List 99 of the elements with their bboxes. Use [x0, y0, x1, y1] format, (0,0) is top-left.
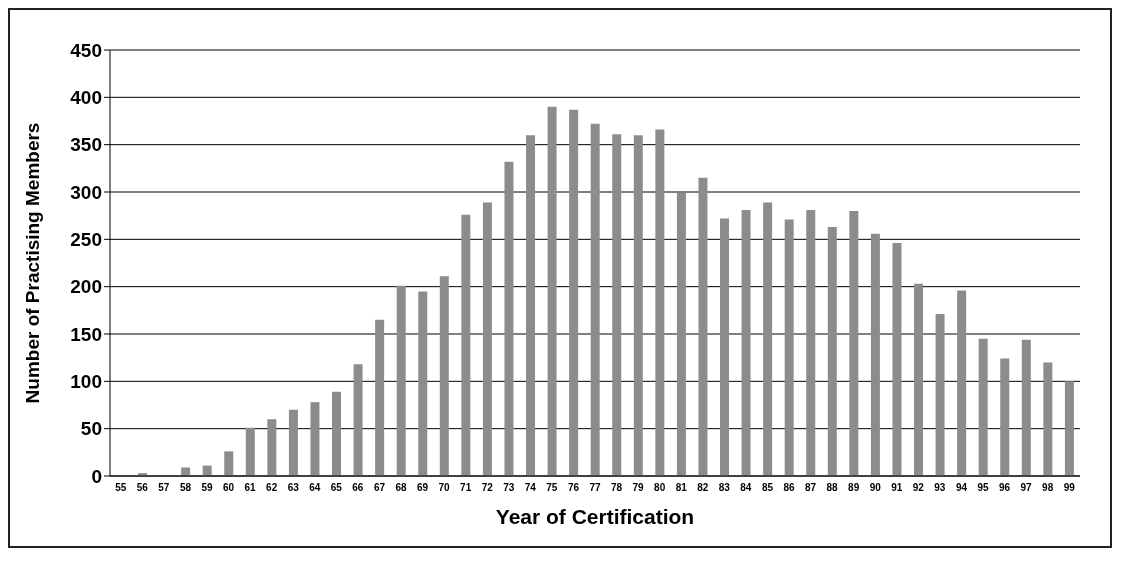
bar: [547, 106, 557, 476]
bar: [288, 409, 298, 476]
x-tick-label: 78: [610, 482, 623, 494]
bar: [957, 290, 967, 476]
bar: [569, 109, 579, 476]
x-tick-label: 63: [287, 482, 300, 494]
x-tick-label: 91: [891, 482, 903, 494]
x-tick-label: 79: [632, 482, 645, 494]
x-tick-label: 66: [352, 482, 364, 494]
y-tick-label: 100: [70, 371, 102, 393]
x-tick-label: 55: [115, 482, 127, 494]
x-tick-label: 67: [373, 482, 386, 494]
bar: [1043, 362, 1053, 476]
bar: [396, 285, 406, 476]
y-axis-title: Number of Practising Members: [21, 122, 43, 404]
x-tick-label: 77: [589, 482, 601, 494]
y-tick-label: 450: [70, 39, 102, 61]
x-tick-label: 97: [1020, 482, 1033, 494]
x-tick-label: 93: [934, 482, 946, 494]
bar: [806, 209, 816, 476]
x-tick-label: 57: [158, 482, 170, 494]
x-tick-label: 74: [524, 482, 537, 494]
bar: [181, 467, 191, 476]
x-tick-label: 64: [309, 482, 321, 494]
bar: [526, 135, 536, 476]
x-tick-label: 60: [222, 482, 235, 494]
bar: [698, 177, 708, 476]
x-tick-label: 76: [567, 482, 580, 494]
bar: [720, 218, 730, 476]
y-tick-label: 250: [70, 229, 102, 251]
x-tick-label: 87: [804, 482, 817, 494]
bar: [224, 451, 234, 476]
bar: [612, 134, 622, 476]
bar: [461, 214, 471, 476]
x-axis-title: Year of Certification: [495, 505, 695, 528]
x-tick-label: 90: [869, 482, 882, 494]
x-tick-label: 88: [826, 482, 839, 494]
bar: [676, 192, 686, 476]
bar: [590, 123, 600, 476]
x-tick-label: 72: [481, 482, 494, 494]
x-tick-label: 56: [136, 482, 149, 494]
y-tick-label: 150: [70, 323, 102, 345]
x-tick-label: 68: [395, 482, 407, 494]
bar: [827, 227, 837, 476]
bar: [741, 209, 751, 476]
x-tick-label: 98: [1042, 482, 1054, 494]
x-tick-label: 85: [761, 482, 774, 494]
bar: [267, 419, 277, 476]
x-tick-label: 70: [438, 482, 451, 494]
bar: [504, 161, 514, 476]
bar: [353, 364, 363, 476]
bar: [439, 276, 449, 476]
bar: [1021, 339, 1031, 476]
x-tick-label: 75: [546, 482, 558, 494]
bar: [332, 391, 342, 476]
bar: [310, 402, 320, 476]
y-tick-label: 200: [70, 276, 102, 298]
bar: [870, 233, 880, 476]
x-tick-label: 95: [977, 482, 989, 494]
x-tick-label: 89: [848, 482, 860, 494]
bar: [418, 291, 428, 476]
bar: [1000, 358, 1010, 476]
x-tick-label: 84: [740, 482, 752, 494]
y-tick-label: 400: [70, 87, 102, 109]
bar: [978, 338, 988, 476]
x-tick-label: 83: [718, 482, 731, 494]
x-tick-label: 59: [201, 482, 213, 494]
bar: [375, 319, 385, 476]
bar: [245, 427, 255, 476]
x-tick-label: 73: [503, 482, 515, 494]
chart-frame: 55 56 57 58 59 60 61 62 63 64 65 66 67 68 69 70 71 72 73 74 75 76 77 78 79 80 81 82 83 84 85 86 87 88 89 90 91 92 93 94 95 96 97 98 99 Year of Certification 0 50 100 150 200 250 300 350 400 450 Number of Practising Members: [8, 8, 1112, 548]
y-tick-label: 350: [70, 134, 102, 156]
x-tick-label: 80: [654, 482, 666, 494]
x-tick-label: 62: [266, 482, 278, 494]
x-tick-label: 99: [1063, 482, 1076, 494]
y-tick-label: 300: [70, 181, 102, 203]
bar: [935, 314, 945, 476]
bar: [482, 202, 492, 476]
bar: [633, 135, 643, 476]
bar: [1064, 381, 1074, 476]
y-tick-label: 0: [91, 465, 102, 487]
y-tick-label: 50: [80, 418, 102, 440]
x-tick-label: 92: [912, 482, 925, 494]
bar: [763, 202, 773, 476]
x-tick-label: 81: [675, 482, 688, 494]
x-tick-label: 96: [998, 482, 1011, 494]
x-tick-label: 94: [955, 482, 968, 494]
x-tick-label: 71: [460, 482, 472, 494]
x-tick-label: 61: [244, 482, 257, 494]
x-tick-label: 65: [330, 482, 343, 494]
bar: [914, 283, 924, 476]
x-tick-label: 69: [416, 482, 429, 494]
bar: [655, 129, 665, 476]
bar: [784, 219, 794, 476]
x-tick-label: 86: [783, 482, 795, 494]
bar: [849, 210, 859, 476]
bar: [892, 243, 902, 476]
x-tick-label: 58: [179, 482, 192, 494]
x-tick-label: 82: [697, 482, 709, 494]
